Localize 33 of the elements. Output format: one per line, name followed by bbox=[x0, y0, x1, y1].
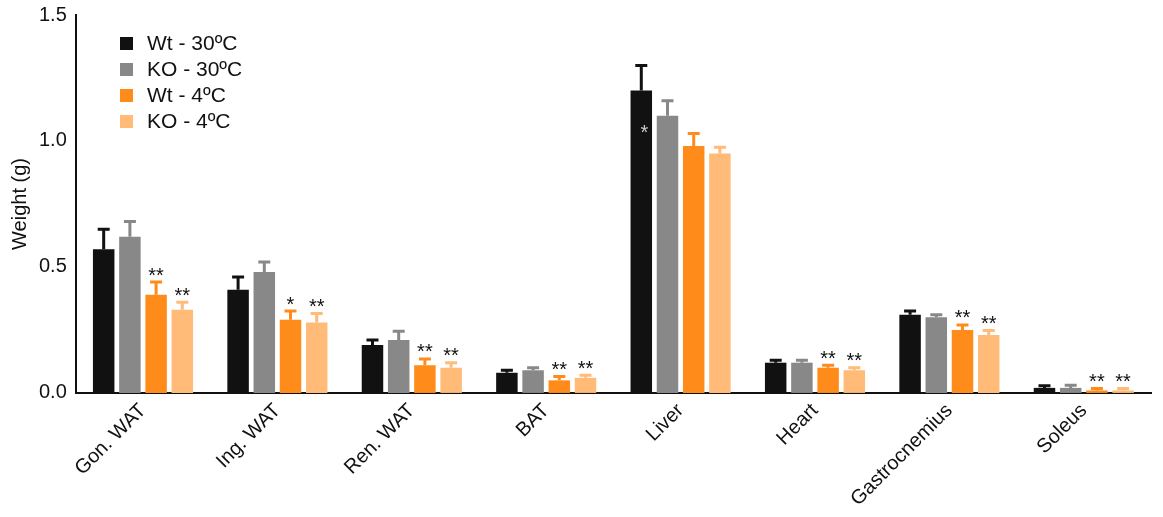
bar bbox=[925, 317, 948, 393]
bar bbox=[574, 377, 597, 393]
annotation: * bbox=[640, 120, 649, 143]
data-label: ** bbox=[417, 340, 433, 363]
data-label: ** bbox=[1089, 369, 1105, 392]
y-tick-label: 0.5 bbox=[38, 254, 67, 277]
data-label: ** bbox=[551, 358, 568, 381]
bar bbox=[1059, 387, 1082, 393]
data-label: ** bbox=[443, 344, 460, 367]
bar bbox=[522, 370, 544, 393]
y-tick-label: 1.5 bbox=[38, 2, 67, 25]
data-label: ** bbox=[308, 295, 325, 318]
data-label: ** bbox=[820, 346, 837, 369]
bar bbox=[1086, 390, 1108, 393]
legend-label: KO - 4ºC bbox=[147, 109, 231, 133]
bar bbox=[843, 370, 866, 393]
data-label: ** bbox=[577, 356, 594, 379]
data-label: * bbox=[286, 292, 295, 315]
y-tick-label: 1.0 bbox=[38, 128, 67, 151]
data-label: ** bbox=[174, 283, 191, 306]
data-label: ** bbox=[1115, 369, 1132, 392]
bar bbox=[791, 362, 813, 393]
legend-label: Wt - 30ºC bbox=[147, 31, 238, 55]
data-label: ** bbox=[980, 311, 997, 334]
y-axis-title: Weight (g) bbox=[7, 158, 30, 250]
data-label: ** bbox=[954, 306, 971, 329]
bar bbox=[1112, 390, 1134, 393]
y-tick-label: 0.0 bbox=[38, 380, 67, 403]
bar bbox=[817, 367, 839, 393]
data-label: ** bbox=[148, 263, 165, 286]
legend-label: Wt - 4ºC bbox=[147, 83, 226, 107]
data-label: ** bbox=[846, 349, 863, 372]
legend-label: KO - 30ºC bbox=[147, 57, 243, 81]
